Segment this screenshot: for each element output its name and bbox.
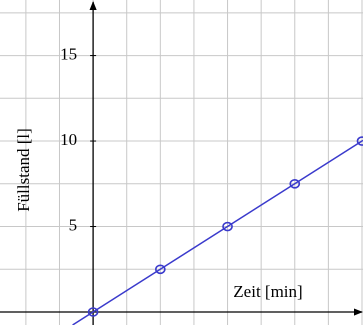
data-point <box>222 221 233 232</box>
fit-line <box>72 139 363 325</box>
data <box>72 136 363 325</box>
y-tick-label: 5 <box>69 215 78 234</box>
data-point <box>289 178 301 189</box>
x-axis-label: Zeit [min] <box>233 282 302 301</box>
data-point <box>87 307 99 317</box>
y-tick-label: 15 <box>60 44 77 63</box>
data-point <box>356 136 363 146</box>
y-tick-label: 10 <box>60 130 77 149</box>
y-axis-label: Füllstand [l] <box>14 128 33 212</box>
data-point <box>155 264 166 275</box>
